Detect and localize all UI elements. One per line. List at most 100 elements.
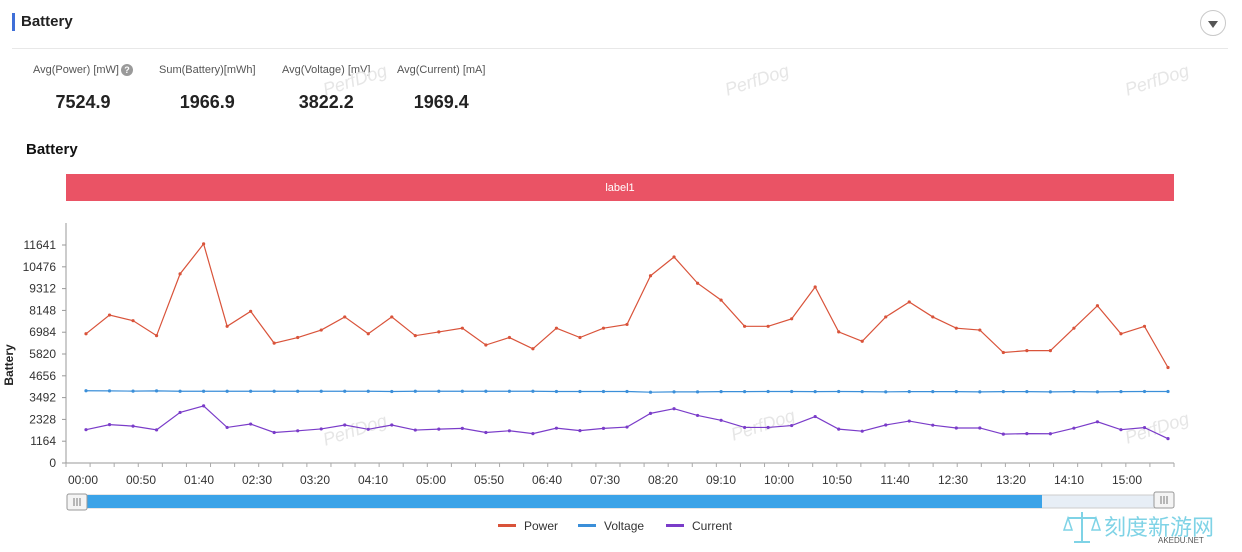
data-point [601,426,606,430]
data-point [225,389,229,393]
data-point [601,326,606,330]
y-tick-label: 0 [49,456,56,470]
chart-band-label: label1 [66,174,1174,201]
data-point [860,390,864,394]
data-point [648,390,653,394]
data-point [578,429,582,433]
data-point [672,255,676,259]
data-point [790,389,794,394]
stat-avg-power: Avg(Power) [mW]? 7524.9 [33,64,133,113]
site-logo: 刻度新游网 AKEDU.NET [1062,508,1232,548]
data-point [1001,390,1005,394]
data-point [907,419,911,423]
data-point [954,426,958,430]
data-point [672,390,676,394]
y-axis-title: Battery [2,344,16,386]
data-point [1025,390,1029,394]
data-point [1166,389,1170,394]
chevron-down-icon [1208,20,1218,28]
data-point [1072,390,1076,394]
data-point [507,389,511,393]
x-tick-label: 06:40 [532,473,562,487]
data-point [531,431,535,436]
legend-item-power[interactable]: Power [498,519,558,533]
data-point [554,389,559,394]
data-point [343,423,347,427]
legend-swatch [498,524,516,527]
data-point [343,315,347,319]
data-point [766,425,770,430]
stat-sum-battery: Sum(Battery)[mWh] 1966.9 [159,64,256,113]
data-point [695,390,700,394]
x-tick-label: 01:40 [184,473,214,487]
data-point [978,328,982,332]
chart-title: Battery [26,141,78,158]
data-point [625,425,629,429]
data-point [319,328,323,332]
data-point [296,335,300,340]
y-tick-label: 5820 [29,347,56,361]
data-point [578,389,582,394]
data-point [178,272,182,276]
data-point [672,407,676,411]
data-point [860,339,864,343]
legend-item-current[interactable]: Current [666,519,733,533]
data-point [766,389,770,394]
zoom-slider-handle[interactable] [66,493,88,511]
data-point [790,423,794,428]
stat-value: 3822.2 [298,92,354,112]
zoom-slider-handle[interactable] [1153,491,1175,509]
legend-swatch [666,524,684,527]
zoom-slider-range[interactable] [76,495,1042,508]
stat-avg-voltage: Avg(Voltage) [mV] 3822.2 [282,64,370,113]
data-point [390,389,394,394]
data-point [107,423,112,427]
data-point [202,242,206,246]
x-tick-label: 14:10 [1054,473,1084,487]
collapse-button[interactable] [1200,10,1226,36]
data-point [366,389,370,393]
data-point [1142,389,1147,394]
stat-value: 7524.9 [55,92,111,112]
data-point [1048,390,1052,394]
data-point [766,324,770,328]
logo-subtext: AKEDU.NET [1158,536,1204,545]
legend-item-voltage[interactable]: Voltage [578,519,644,533]
x-tick-label: 13:20 [996,473,1026,487]
data-point [390,315,394,319]
data-point [107,389,112,393]
data-point [249,309,253,313]
data-point [860,429,864,433]
data-point [978,426,982,430]
balance-scale-icon [1062,512,1102,543]
logo-text: 刻度新游网 [1104,516,1215,541]
data-point [460,426,464,430]
data-point [249,422,253,426]
data-point [884,315,888,319]
data-point [719,390,723,394]
x-tick-label: 05:50 [474,473,504,487]
data-point [413,389,417,393]
data-point [484,430,488,435]
data-point [978,390,982,394]
data-point [390,423,394,427]
x-tick-label: 05:00 [416,473,446,487]
data-point [131,319,135,323]
data-point [154,334,159,338]
data-point [1119,428,1123,432]
data-point [931,315,935,319]
y-tick-label: 9312 [29,282,56,296]
data-point [272,389,276,393]
help-icon[interactable]: ? [120,64,133,76]
x-tick-label: 15:00 [1112,473,1142,487]
data-point [648,411,653,415]
data-point [272,430,276,435]
data-point [507,429,511,433]
legend-swatch [578,524,596,527]
data-point [1142,324,1147,328]
data-point [484,343,488,347]
panel-title: Battery [21,13,73,30]
data-point [813,390,817,394]
data-point [437,389,441,393]
data-point [1095,390,1100,394]
